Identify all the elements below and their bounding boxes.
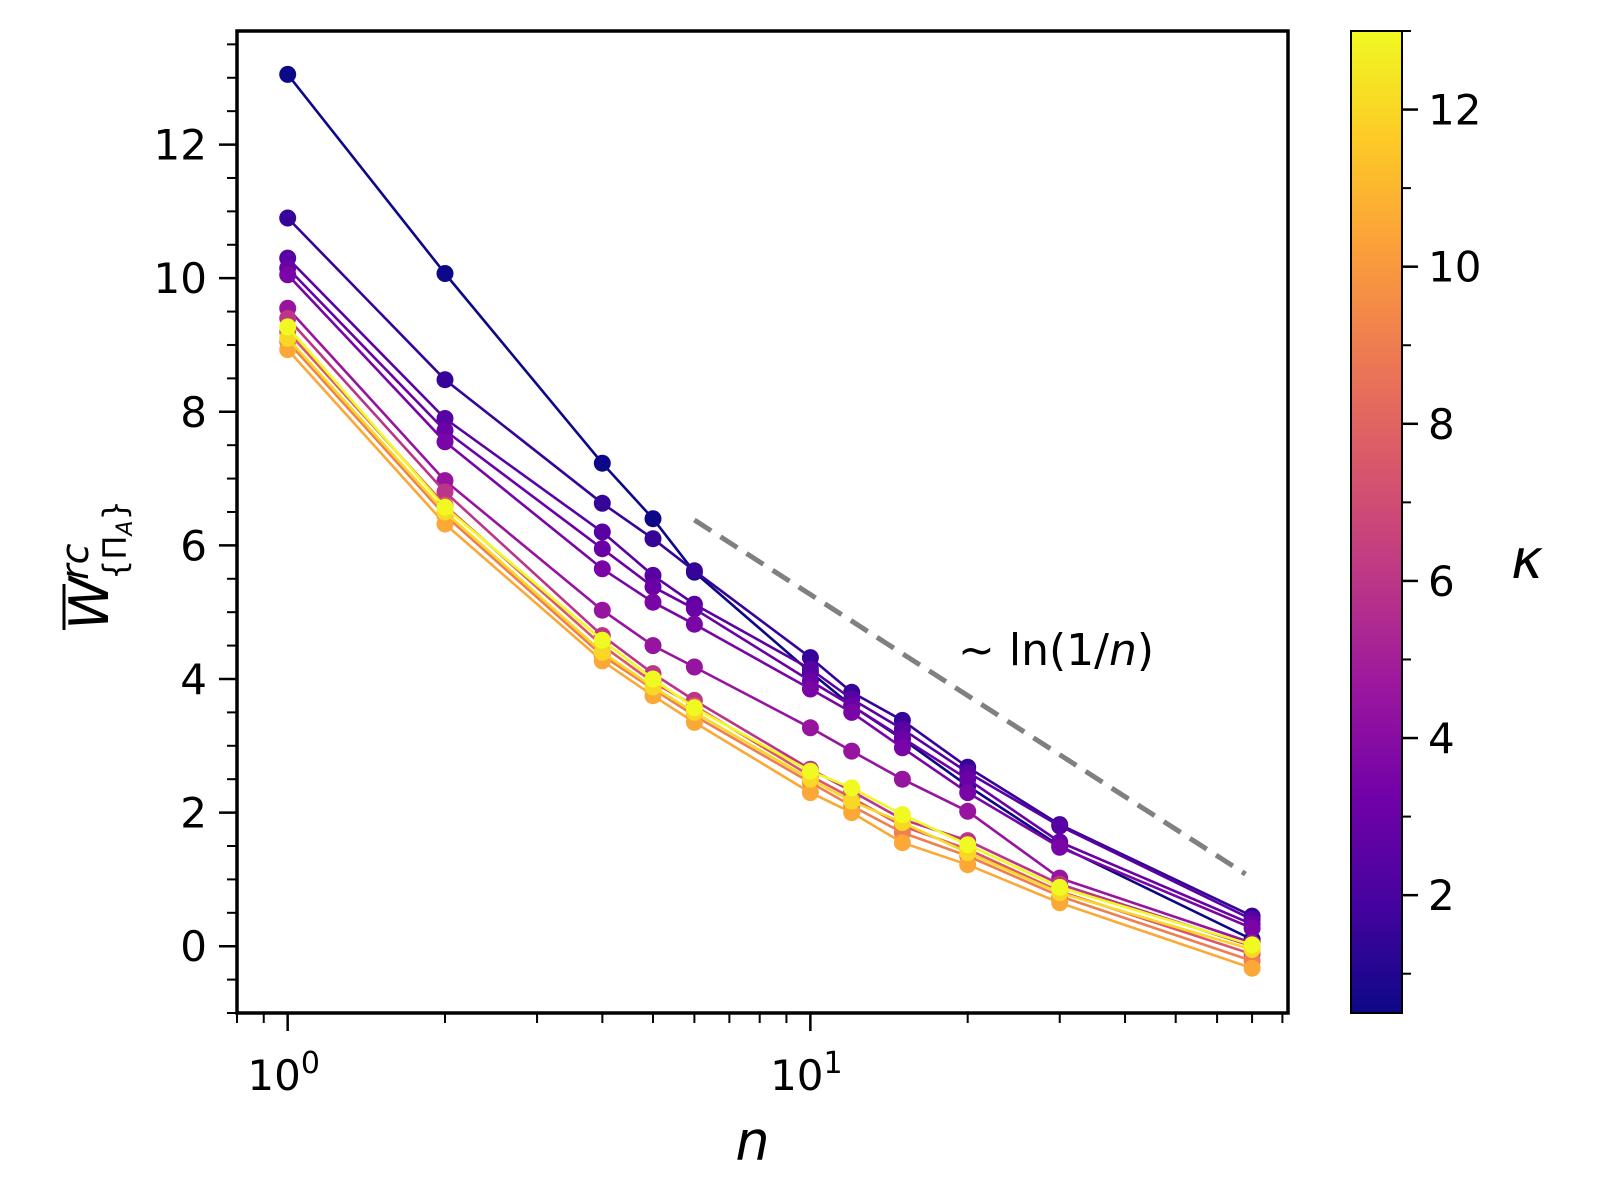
series-line (286, 257, 1253, 921)
data-point (801, 680, 819, 698)
data-point (685, 658, 703, 676)
x-tick-label: 101 (770, 1046, 843, 1100)
data-point (843, 703, 861, 721)
series-κ=2.5 (279, 249, 1261, 928)
y-tick-label: 2 (180, 789, 207, 838)
labels-layer: n Wrc {ΠA} (53, 500, 770, 1173)
data-point (801, 719, 819, 737)
colorbar-tick-label: 12 (1428, 86, 1481, 135)
data-point (279, 318, 297, 336)
colorbar-label: κ (1511, 528, 1543, 591)
series-κ=0.5 (279, 65, 1261, 948)
colorbar-tick-label: 4 (1428, 714, 1455, 763)
data-point (959, 784, 977, 802)
series-κ=3.5 (279, 266, 1261, 937)
data-point (593, 631, 611, 649)
data-point (279, 266, 297, 284)
y-tick-label: 8 (180, 388, 207, 437)
data-point (1051, 838, 1069, 856)
data-point (801, 660, 819, 678)
data-point (436, 515, 454, 533)
colorbar-tick-label: 8 (1428, 400, 1455, 449)
data-point (685, 699, 703, 717)
data-point (1243, 936, 1261, 954)
data-point (893, 739, 911, 757)
data-point (1051, 817, 1069, 835)
data-point (1243, 919, 1261, 937)
data-point (685, 615, 703, 633)
data-point (1243, 959, 1261, 977)
colorbar-tick-label: 2 (1428, 871, 1455, 920)
data-point (436, 410, 454, 427)
colorbar-gradient (1350, 30, 1403, 1014)
data-point (644, 637, 662, 655)
data-point (685, 562, 703, 580)
y-tick-label: 12 (154, 121, 207, 170)
data-point (436, 265, 454, 282)
x-axis-label: n (735, 1110, 769, 1173)
data-point (593, 643, 611, 661)
data-point (843, 792, 861, 810)
data-point (685, 600, 703, 618)
data-point (644, 670, 662, 688)
data-point (1051, 878, 1069, 896)
y-axis-label-superscript: rc (53, 543, 97, 580)
data-point (644, 530, 662, 548)
data-point (436, 498, 454, 516)
series-κ=1.5 (279, 209, 1261, 925)
data-point (959, 856, 977, 874)
reference-line-layer: ~ ln(1/n) (693, 517, 1247, 877)
data-point (644, 510, 662, 528)
reference-line-label: ~ ln(1/n) (958, 625, 1154, 676)
y-tick-label: 4 (180, 655, 207, 704)
data-point (279, 209, 297, 227)
data-point (959, 836, 977, 854)
data-point (436, 433, 454, 451)
y-tick-label: 10 (154, 254, 207, 303)
series-layer (279, 65, 1261, 977)
series-line (286, 217, 1253, 918)
data-point (959, 802, 977, 820)
y-axis-label: Wrc {ΠA} (53, 500, 138, 630)
colorbar: 2 4 6 8 10 12 κ (1350, 30, 1543, 1014)
data-point (843, 742, 861, 760)
data-point (279, 65, 297, 83)
series-line (286, 73, 1253, 941)
data-point (436, 371, 454, 389)
data-point (593, 540, 611, 558)
data-point (893, 770, 911, 788)
data-point (593, 454, 611, 472)
data-point (893, 834, 911, 852)
data-point (801, 762, 819, 780)
x-tick-label: 100 (247, 1046, 320, 1100)
y-tick-label: 6 (180, 521, 207, 570)
axes-border (235, 29, 1290, 1015)
series-line (286, 273, 1253, 930)
reference-dashed-line (693, 517, 1247, 877)
data-point (644, 593, 662, 611)
axes-frame (235, 29, 1290, 1015)
colorbar-tick-label: 10 (1428, 243, 1481, 292)
data-point (843, 779, 861, 797)
data-point (436, 483, 454, 501)
y-axis-label-main: W (58, 574, 121, 630)
data-point (593, 494, 611, 512)
data-point (593, 523, 611, 541)
ticks-layer: 0 2 4 6 8 10 12 100 101 (154, 43, 1284, 1100)
data-point (644, 578, 662, 596)
data-point (593, 601, 611, 619)
y-tick-label: 0 (180, 922, 207, 971)
colorbar-tick-label: 6 (1428, 557, 1455, 606)
data-point (593, 560, 611, 578)
data-point (801, 784, 819, 802)
data-point (893, 806, 911, 824)
series-κ=13 (279, 318, 1261, 954)
data-point (959, 770, 977, 788)
y-axis-label-subscript: {ΠA} (96, 500, 138, 580)
